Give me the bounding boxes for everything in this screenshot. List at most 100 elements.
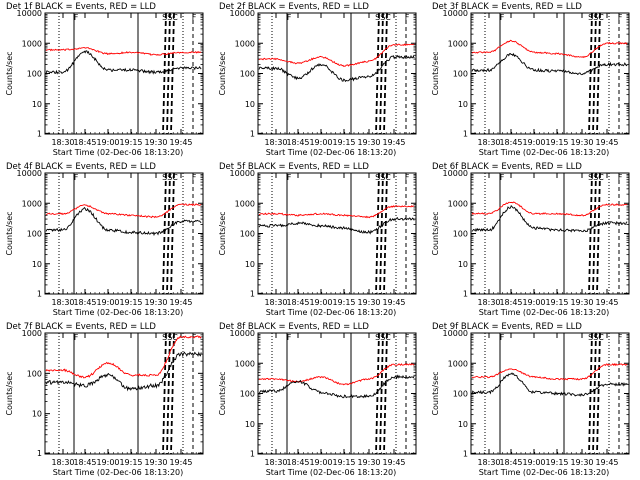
y-tick-label: 1 [463,449,468,458]
x-tick-label: 18:45 [499,458,522,467]
y-tick-label: 1000 [235,359,255,368]
y-tick-label: 10 [245,260,255,269]
x-tick-label: 19:30 [357,138,380,147]
series-line-lld [259,204,415,219]
annotation-label: F [74,13,79,22]
y-tick-label: 1000 [448,359,468,368]
annotation-label: F [500,13,505,22]
plot-frame [44,12,204,135]
series-line-lld [45,203,202,219]
x-axis-label: Start Time (02-Dec-06 18:13:20) [479,468,610,477]
x-tick-label: 18:45 [286,458,309,467]
x-tick-label: 19:45 [382,458,405,467]
x-tick-label: 19:15 [119,138,142,147]
y-tick-label: 10000 [443,169,468,178]
y-tick-label: 10000 [230,169,255,178]
series-line-events [45,206,202,237]
annotation-label: F [500,333,505,342]
x-tick-label: 18:45 [286,298,309,307]
x-tick-label: 19:00 [96,458,119,467]
x-axis-label: Start Time (02-Dec-06 18:13:20) [53,308,184,317]
annotation-label: SSC [375,333,391,342]
plot-frame [257,172,417,295]
detector-panel-7: Det 7f BLACK = Events, RED = LLD 1 10 100 10… [0,320,213,480]
detector-panel-8: Det 8f BLACK = Events, RED = LLD 1 10 100 10… [213,320,426,480]
detector-panel-3: Det 3f BLACK = Events, RED = LLD 1 10 100 10… [426,0,639,160]
chart-svg: Det 6f BLACK = Events, RED = LLD 1 10 100 10… [431,162,630,317]
x-tick-label: 18:45 [286,138,309,147]
x-tick-label: 18:30 [264,298,287,307]
chart-svg: Det 1f BLACK = Events, RED = LLD 1 10 100 10… [5,2,204,157]
annotation-dashed-line [383,332,388,455]
annotation-dashed-line [375,12,380,135]
x-tick-label: 19:15 [545,138,568,147]
x-tick-label: 19:15 [545,298,568,307]
series-line-lld [471,363,628,381]
chart-svg: Det 9f BLACK = Events, RED = LLD 1 10 100 10… [431,322,630,477]
annotation-dashed-line [588,172,593,295]
x-tick-label: 19:30 [144,138,167,147]
detector-panel-6: Det 6f BLACK = Events, RED = LLD 1 10 100 10… [426,160,639,320]
y-tick-label: 100 [240,390,255,399]
y-tick-label: 10000 [17,169,42,178]
annotation-label: SSC [375,13,391,22]
annotation-dashed-line [379,332,384,455]
chart-title: Det 6f BLACK = Events, RED = LLD [432,162,582,172]
annotation-label: F [618,333,623,342]
x-tick-label: 19:00 [522,138,545,147]
y-tick-label: 100 [27,70,42,79]
annotation-label: F [405,13,410,22]
x-tick-label: 19:15 [119,458,142,467]
x-tick-label: 18:30 [477,298,500,307]
x-tick-label: 19:45 [382,298,405,307]
y-tick-label: 10000 [230,329,255,338]
annotation-dashed-line [383,12,388,135]
annotation-label: F [287,13,292,22]
x-tick-label: 19:30 [570,458,593,467]
x-axis-label: Start Time (02-Dec-06 18:13:20) [53,148,184,157]
x-axis-label: Start Time (02-Dec-06 18:13:20) [266,308,397,317]
x-tick-label: 18:30 [51,458,74,467]
series-line-lld [258,363,415,386]
series-line-lld [258,43,415,67]
y-tick-label: 10000 [17,9,42,18]
x-tick-label: 19:00 [522,458,545,467]
chart-svg: Det 3f BLACK = Events, RED = LLD 1 10 100 10… [431,2,630,157]
plot-frame [44,172,204,295]
series-line-lld [45,335,202,379]
chart-title: Det 5f BLACK = Events, RED = LLD [219,162,369,172]
y-tick-label: 100 [453,70,468,79]
y-tick-label: 100 [240,70,255,79]
x-tick-label: 19:00 [96,138,119,147]
detector-panel-1: Det 1f BLACK = Events, RED = LLD 1 10 100 10… [0,0,213,160]
annotation-dashed-line [375,172,380,295]
x-axis-label: Start Time (02-Dec-06 18:13:20) [479,148,610,157]
x-tick-label: 18:30 [51,298,74,307]
annotation-dashed-line [592,12,597,135]
x-axis-label: Start Time (02-Dec-06 18:13:20) [53,468,184,477]
annotation-label: F [192,173,197,182]
chart-title: Det 8f BLACK = Events, RED = LLD [219,322,369,332]
chart-svg: Det 5f BLACK = Events, RED = LLD 1 10 100 10… [218,162,417,317]
y-tick-label: 100 [240,230,255,239]
x-tick-label: 19:30 [144,458,167,467]
chart-svg: Det 7f BLACK = Events, RED = LLD 1 10 100 10… [5,322,204,477]
annotation-label: F [405,173,410,182]
x-tick-label: 18:45 [499,298,522,307]
x-tick-label: 19:15 [119,298,142,307]
y-tick-label: 1000 [448,39,468,48]
annotation-label: F [74,333,79,342]
x-axis-label: Start Time (02-Dec-06 18:13:20) [266,148,397,157]
y-tick-label: 10000 [443,329,468,338]
x-tick-label: 19:30 [570,298,593,307]
chart-title: Det 3f BLACK = Events, RED = LLD [432,2,582,12]
annotation-dashed-line [166,172,171,295]
annotation-label: F [287,173,292,182]
annotation-label: SSC [162,333,178,342]
x-tick-label: 19:45 [382,138,405,147]
y-tick-label: 100 [453,230,468,239]
detector-panel-2: Det 2f BLACK = Events, RED = LLD 1 10 100 10… [213,0,426,160]
annotation-dashed-line [162,172,167,295]
series-line-events [45,351,202,392]
plot-frame [257,332,417,455]
